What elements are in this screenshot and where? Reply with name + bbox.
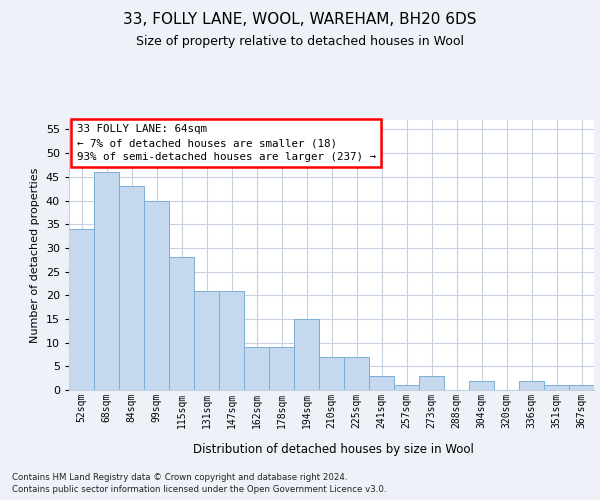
Bar: [419, 376, 444, 390]
Bar: [194, 290, 219, 390]
Bar: [169, 258, 194, 390]
Bar: [269, 348, 294, 390]
Bar: [319, 357, 344, 390]
Text: Contains HM Land Registry data © Crown copyright and database right 2024.: Contains HM Land Registry data © Crown c…: [12, 472, 347, 482]
Bar: [469, 380, 494, 390]
Bar: [369, 376, 394, 390]
Bar: [569, 386, 594, 390]
Bar: [94, 172, 119, 390]
Bar: [219, 290, 244, 390]
Text: Contains public sector information licensed under the Open Government Licence v3: Contains public sector information licen…: [12, 485, 386, 494]
Bar: [519, 380, 544, 390]
Text: Distribution of detached houses by size in Wool: Distribution of detached houses by size …: [193, 442, 473, 456]
Bar: [244, 348, 269, 390]
Bar: [544, 386, 569, 390]
Bar: [344, 357, 369, 390]
Bar: [144, 200, 169, 390]
Y-axis label: Number of detached properties: Number of detached properties: [30, 168, 40, 342]
Text: 33 FOLLY LANE: 64sqm
← 7% of detached houses are smaller (18)
93% of semi-detach: 33 FOLLY LANE: 64sqm ← 7% of detached ho…: [77, 124, 376, 162]
Bar: [119, 186, 144, 390]
Text: Size of property relative to detached houses in Wool: Size of property relative to detached ho…: [136, 35, 464, 48]
Text: 33, FOLLY LANE, WOOL, WAREHAM, BH20 6DS: 33, FOLLY LANE, WOOL, WAREHAM, BH20 6DS: [123, 12, 477, 28]
Bar: [69, 229, 94, 390]
Bar: [394, 386, 419, 390]
Bar: [294, 319, 319, 390]
